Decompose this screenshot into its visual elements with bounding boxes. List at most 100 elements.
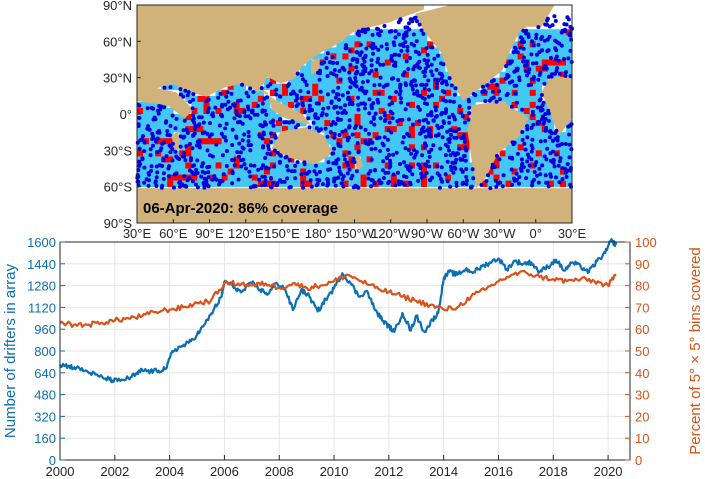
map-bin-covered <box>275 83 283 91</box>
drifter-dot <box>265 151 270 156</box>
drifter-dot <box>261 163 266 168</box>
map-bin-uncovered <box>529 89 537 97</box>
map-bin-covered <box>499 174 506 181</box>
map-bin-uncovered <box>288 101 295 109</box>
drifter-dot <box>220 179 225 183</box>
x-tick-label: 2016 <box>484 464 513 479</box>
map-bin-covered <box>300 89 307 97</box>
map-bin-covered <box>414 95 422 103</box>
drifter-dot <box>466 99 471 104</box>
map-bin-covered <box>275 156 283 163</box>
drifter-dot <box>447 140 452 145</box>
drifter-dot <box>467 111 472 115</box>
drifter-dot <box>347 70 352 75</box>
drifter-dot <box>336 117 340 122</box>
drifter-dot <box>316 70 320 75</box>
drifter-dot <box>217 123 222 128</box>
drifter-dot <box>190 179 195 184</box>
map-bin-covered <box>209 168 216 175</box>
map-bin-covered <box>535 168 543 175</box>
map-bin-covered <box>354 89 361 97</box>
map-bin-covered <box>354 35 361 42</box>
map-bin-covered <box>173 150 180 157</box>
drifter-dot <box>332 135 337 140</box>
map-bin-covered <box>445 83 452 91</box>
map-bin-uncovered <box>269 89 277 97</box>
drifter-dot <box>340 129 345 134</box>
map-bin-uncovered <box>324 120 331 127</box>
map-bin-covered <box>523 101 531 109</box>
drifter-dot <box>355 184 359 189</box>
map-bin-covered <box>294 89 301 97</box>
map-bin-covered <box>294 168 301 175</box>
drifter-dot <box>142 180 147 185</box>
map-bin-covered <box>565 59 573 66</box>
x-tick-label: 2006 <box>210 464 239 479</box>
drifter-dot <box>429 62 434 67</box>
drifter-dot <box>566 124 571 129</box>
map-bin-uncovered <box>203 138 210 145</box>
map-lon-tick-label: 30°W <box>484 226 517 241</box>
map-bin-covered <box>185 156 192 163</box>
map-bin-uncovered <box>342 132 349 139</box>
drifter-dot <box>385 46 390 51</box>
map-bin-covered <box>372 174 379 181</box>
drifter-dot <box>260 124 265 129</box>
map-bin-covered <box>384 77 392 85</box>
drifter-dot <box>343 46 348 51</box>
drifter-dot <box>444 82 449 87</box>
map-bin-covered <box>511 53 518 60</box>
map-bin-uncovered <box>535 150 543 157</box>
drifter-dot <box>530 39 535 44</box>
map-bin-covered <box>517 47 524 54</box>
map-lon-tick-label: 30°E <box>558 226 587 241</box>
drifter-dot <box>426 120 431 125</box>
map-bin-covered <box>306 162 313 169</box>
map-bin-covered <box>565 156 573 163</box>
right-y-tick-label: 10 <box>635 431 649 446</box>
drifter-dot <box>240 145 245 150</box>
map-bin-covered <box>390 71 398 78</box>
drifter-dot <box>160 141 165 146</box>
drifter-dot <box>142 149 147 154</box>
series-line-coverage <box>59 269 617 328</box>
drifter-dot <box>403 182 407 187</box>
drifter-dot <box>206 106 211 111</box>
map-bin-covered <box>179 156 186 163</box>
map-coverage-annotation: 06-Apr-2020: 86% coverage <box>143 200 338 217</box>
map-bin-covered <box>445 168 452 175</box>
drifter-dot <box>197 139 202 144</box>
drifter-dot <box>546 118 551 123</box>
map-bin-covered <box>457 114 464 121</box>
drifter-dot <box>257 177 262 182</box>
map-bin-covered <box>493 77 500 85</box>
land-northamerica <box>415 5 551 101</box>
drifter-dot <box>199 164 204 169</box>
drifter-dot <box>552 71 557 76</box>
drifter-dot <box>562 29 567 34</box>
drifter-dot <box>270 181 275 186</box>
map-bin-covered <box>227 132 234 139</box>
map-bin-covered <box>336 65 343 72</box>
drifter-dot <box>288 185 293 189</box>
map-bin-covered <box>378 59 386 66</box>
drifter-dot <box>214 177 219 182</box>
drifter-dot <box>560 177 565 181</box>
map-bin-covered <box>390 47 398 54</box>
map-bin-covered <box>535 162 543 169</box>
map-bin-uncovered <box>336 138 343 145</box>
drifter-dot <box>340 93 345 98</box>
drifter-dot <box>148 153 153 158</box>
drifter-dot <box>402 33 407 37</box>
drifter-dot <box>512 69 517 74</box>
map-bin-covered <box>451 174 458 181</box>
map-bin-covered <box>511 95 518 103</box>
drifter-dot <box>211 114 216 119</box>
drifter-dot <box>451 128 456 133</box>
map-bin-covered <box>269 156 277 163</box>
drifter-dot <box>550 23 555 28</box>
drifter-dot <box>451 99 456 104</box>
drifter-dot <box>375 60 380 64</box>
drifter-dot <box>333 95 338 100</box>
map-bin-covered <box>511 156 518 163</box>
